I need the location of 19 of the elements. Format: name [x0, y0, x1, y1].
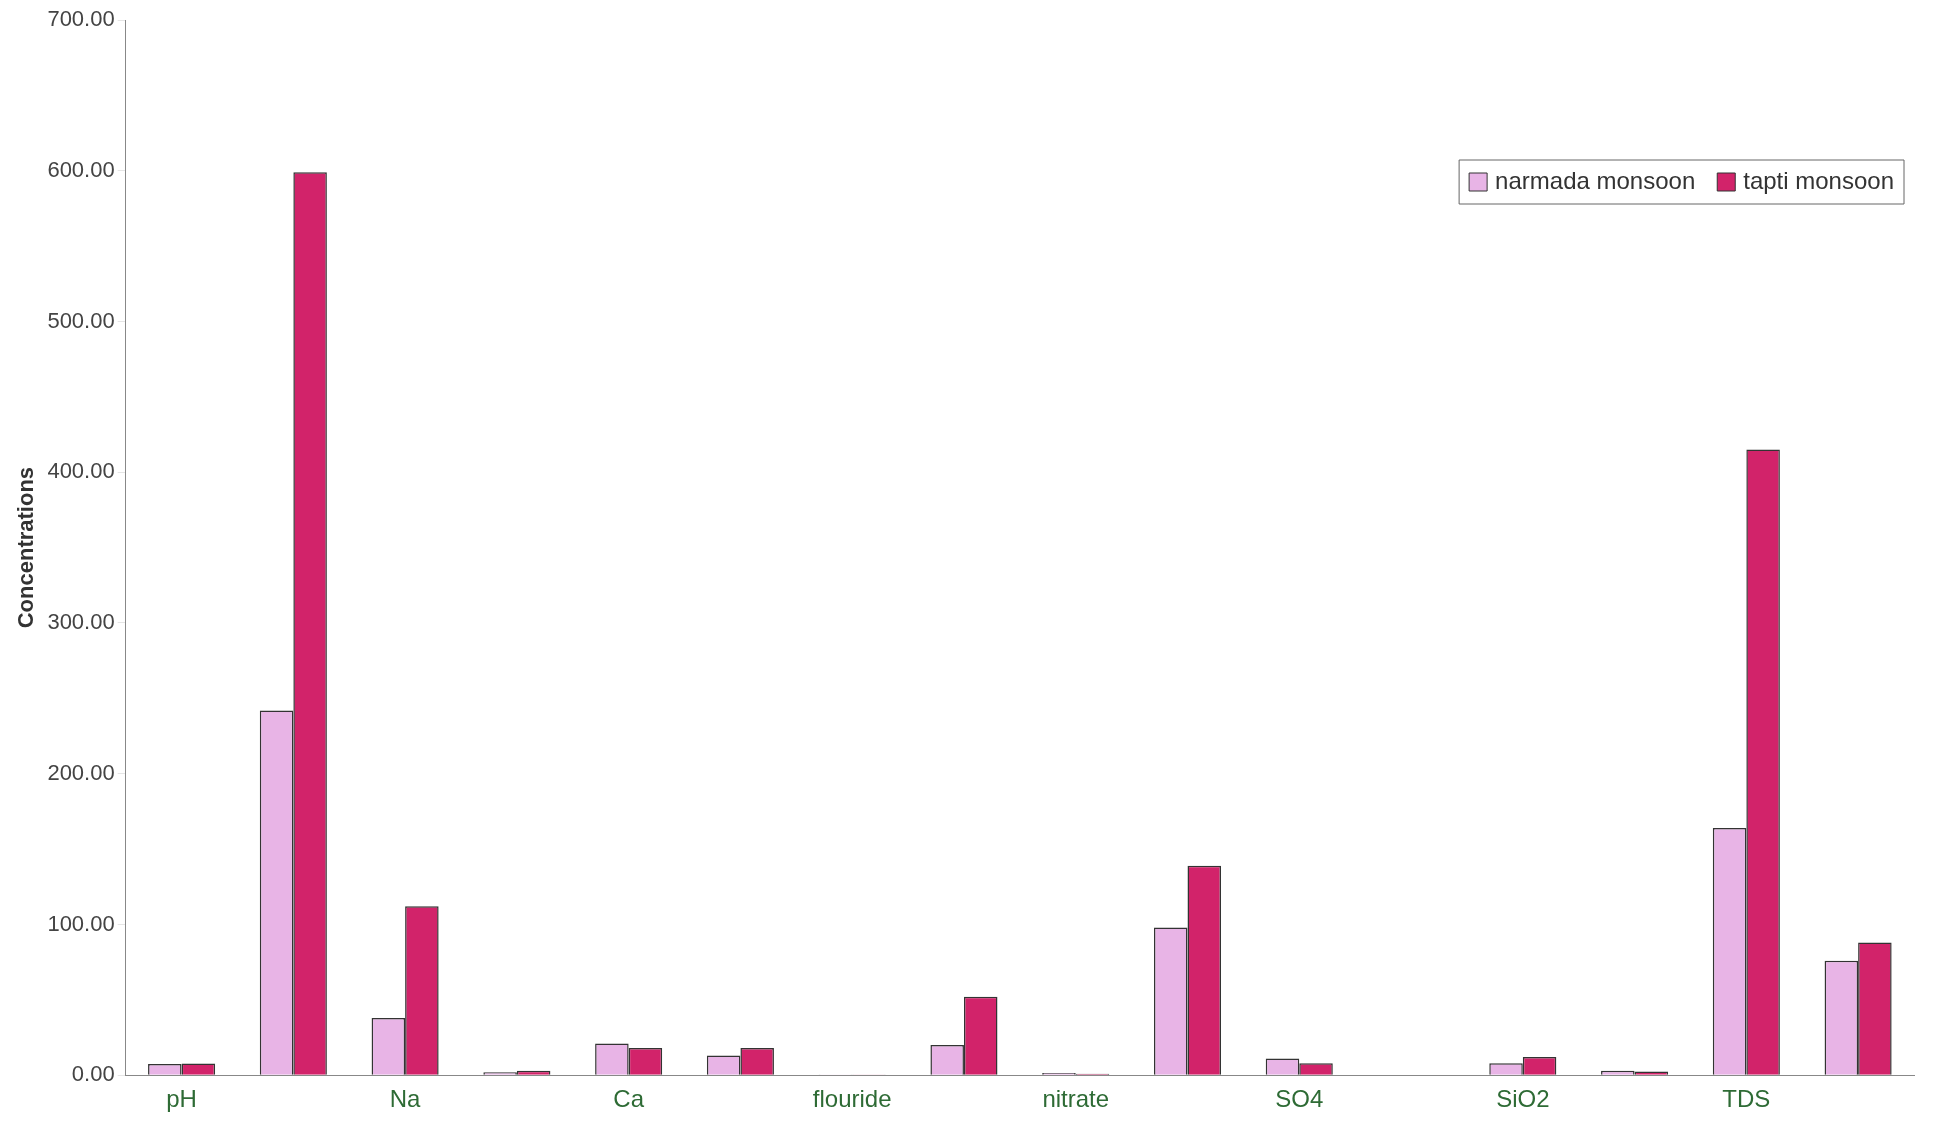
x-tick-label: SiO2: [1496, 1085, 1550, 1113]
x-tick-label: Ca: [613, 1085, 645, 1113]
y-tick-label: 400.00: [47, 458, 115, 484]
y-tick-label: 100.00: [47, 910, 115, 936]
y-tick-label: 200.00: [47, 759, 115, 785]
x-tick-label: flouride: [812, 1085, 892, 1113]
x-tick-label: pH: [166, 1085, 197, 1113]
y-tick-label: 500.00: [47, 307, 115, 333]
legend-label: tapti monsoon: [1743, 166, 1894, 194]
y-tick-label: 700.00: [47, 6, 115, 32]
y-tick-label: 300.00: [47, 609, 115, 635]
y-axis-title: Concentrations: [13, 466, 39, 629]
legend-label: narmada monsoon: [1495, 166, 1696, 194]
x-tick-label: TDS: [1722, 1085, 1771, 1113]
y-tick-label: 600.00: [47, 156, 115, 182]
x-tick-label: Na: [389, 1085, 422, 1113]
x-tick-label: nitrate: [1042, 1085, 1110, 1113]
y-tick-label: 0.00: [71, 1061, 115, 1087]
x-tick-label: SO4: [1275, 1085, 1324, 1113]
